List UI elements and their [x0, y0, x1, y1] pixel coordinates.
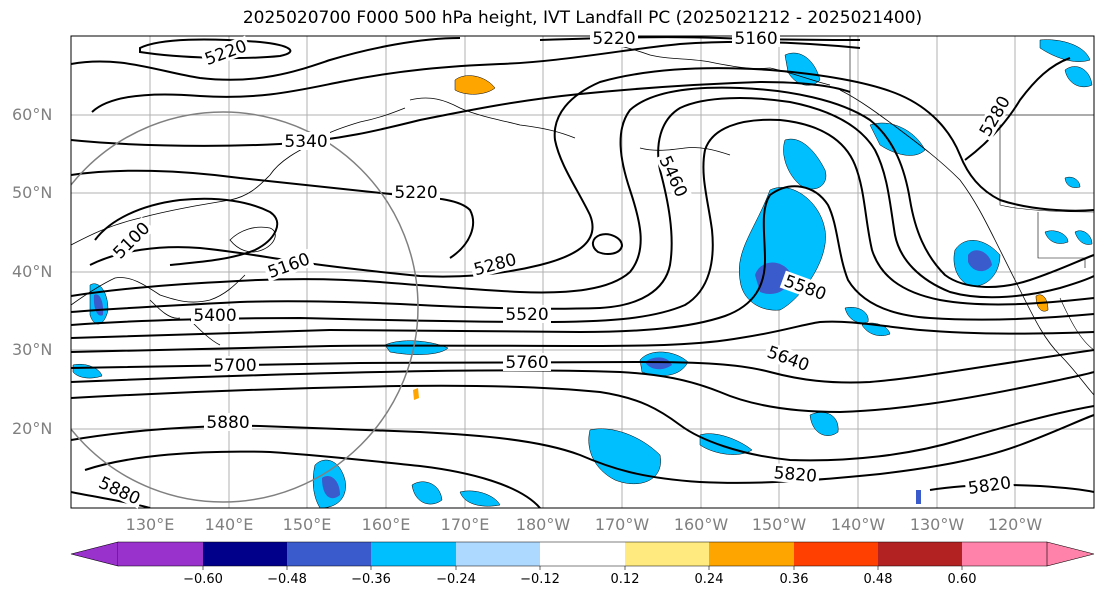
map-title: 2025020700 F000 500 hPa height, IVT Land… — [242, 8, 923, 28]
lon-label: 120°W — [987, 515, 1043, 534]
lon-label: 180°W — [515, 515, 571, 534]
lon-label: 150°E — [282, 515, 332, 534]
map-frame — [70, 35, 1095, 509]
lat-label: 50°N — [12, 183, 53, 202]
colorbar-tick-label: 0.60 — [947, 572, 977, 587]
lon-label: 170°E — [440, 515, 490, 534]
contour-label: 5400 — [193, 306, 236, 326]
colorbar-tick-label: −0.12 — [520, 572, 560, 587]
contour-label: 5340 — [284, 132, 327, 152]
lon-label: 140°E — [204, 515, 254, 534]
colorbar-tick-label: −0.48 — [267, 572, 307, 587]
lat-label: 60°N — [12, 105, 53, 124]
contour-label: 5700 — [213, 356, 256, 376]
lat-label: 40°N — [12, 262, 53, 281]
lon-label: 130°W — [909, 515, 965, 534]
colorbar-tick-label: −0.24 — [436, 572, 476, 587]
contour-label: 5880 — [206, 413, 249, 433]
colorbar-tick-label: 0.24 — [694, 572, 724, 587]
contour-label: 5220 — [394, 183, 437, 203]
lat-label: 30°N — [12, 340, 53, 359]
lon-label: 170°W — [594, 515, 650, 534]
lat-label: 20°N — [12, 419, 53, 438]
lon-label: 160°W — [673, 515, 729, 534]
contour-label: 5760 — [505, 353, 548, 373]
contour-label: 5820 — [773, 463, 818, 487]
colorbar-tick-label: 0.12 — [610, 572, 640, 587]
lon-label: 160°E — [361, 515, 411, 534]
height-contours — [71, 36, 1094, 508]
colorbar — [70, 541, 1095, 570]
colorbar-tick-label: −0.60 — [183, 572, 223, 587]
lon-label: 140°W — [830, 515, 886, 534]
lon-label: 130°E — [125, 515, 175, 534]
lon-label: 150°W — [751, 515, 807, 534]
contour-label: 5220 — [592, 29, 635, 49]
contour-label: 5160 — [734, 29, 777, 49]
colorbar-tick-label: −0.36 — [351, 572, 391, 587]
colorbar-tick-label: 0.36 — [779, 572, 809, 587]
reference-circle — [71, 111, 419, 503]
contour-label: 5520 — [505, 305, 548, 325]
colorbar-tick-label: 0.48 — [863, 572, 893, 587]
